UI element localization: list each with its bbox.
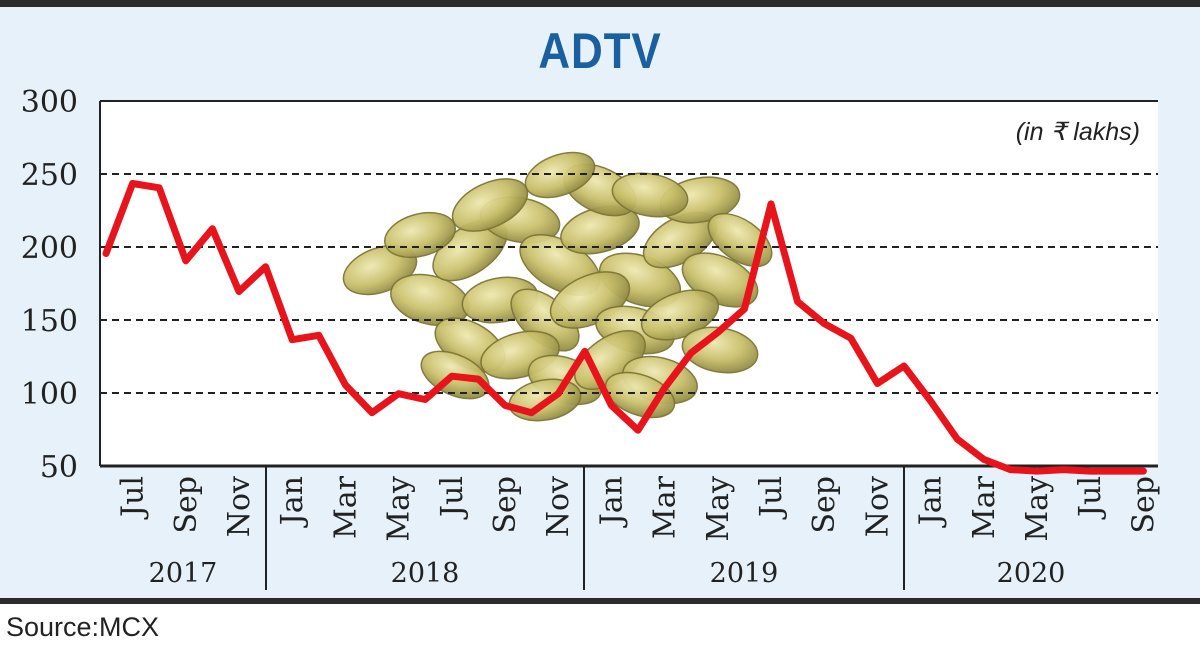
grid-lines <box>100 173 1158 394</box>
x-tick-label: Mar <box>328 475 363 539</box>
x-axis: Jul Sep Nov Jan Mar May Jul Sep Nov Jan Mar May Jul S… <box>116 475 1162 541</box>
year-label: 2017 <box>149 558 218 589</box>
x-tick-label: Jul <box>754 476 789 520</box>
y-tick-label: 50 <box>40 450 78 485</box>
x-tick-label: May <box>382 476 417 542</box>
x-tick-label: Sep <box>169 476 204 534</box>
x-tick-label: Nov <box>222 476 257 537</box>
year-label: 2020 <box>997 558 1066 589</box>
top-border <box>0 0 1200 7</box>
year-label: 2018 <box>391 558 460 589</box>
y-tick-label: 200 <box>21 231 78 266</box>
cardamom-pod <box>604 371 676 419</box>
series-line <box>102 180 1147 475</box>
x-tick-label: Jul <box>435 476 470 520</box>
year-label: 2019 <box>710 558 779 589</box>
x-tick-label: Sep <box>488 476 523 534</box>
x-tick-label: Jan <box>914 476 949 528</box>
line-chart: 300 250 200 150 100 50 (in ₹ lakhs) Jul Sep Nov… <box>21 85 1162 590</box>
bottom-border <box>0 598 1200 604</box>
x-tick-label: Sep <box>1126 476 1161 534</box>
axes <box>99 100 1158 468</box>
source-note: Source:MCX <box>6 612 160 642</box>
chart-title: ADTV <box>538 23 662 79</box>
y-tick-label: 100 <box>21 377 78 412</box>
x-tick-label: Jul <box>116 476 151 520</box>
x-tick-label: May <box>701 476 736 542</box>
year-labels: 2017 2018 2019 2020 <box>149 466 1066 590</box>
y-tick-label: 250 <box>21 158 78 193</box>
x-tick-label: Mar <box>648 475 683 539</box>
y-axis: 300 250 200 150 100 50 <box>21 85 78 485</box>
x-tick-label: Jan <box>594 476 629 528</box>
x-tick-label: Nov <box>541 476 576 537</box>
unit-note: (in ₹ lakhs) <box>1016 118 1140 146</box>
x-tick-label: Jan <box>275 476 310 528</box>
x-tick-label: May <box>1020 476 1055 542</box>
y-tick-label: 150 <box>21 304 78 339</box>
x-tick-label: Mar <box>967 475 1002 539</box>
x-tick-label: Sep <box>807 476 842 534</box>
x-tick-label: Nov <box>860 476 895 537</box>
y-tick-label: 300 <box>21 85 78 120</box>
x-tick-label: Jul <box>1073 476 1108 520</box>
